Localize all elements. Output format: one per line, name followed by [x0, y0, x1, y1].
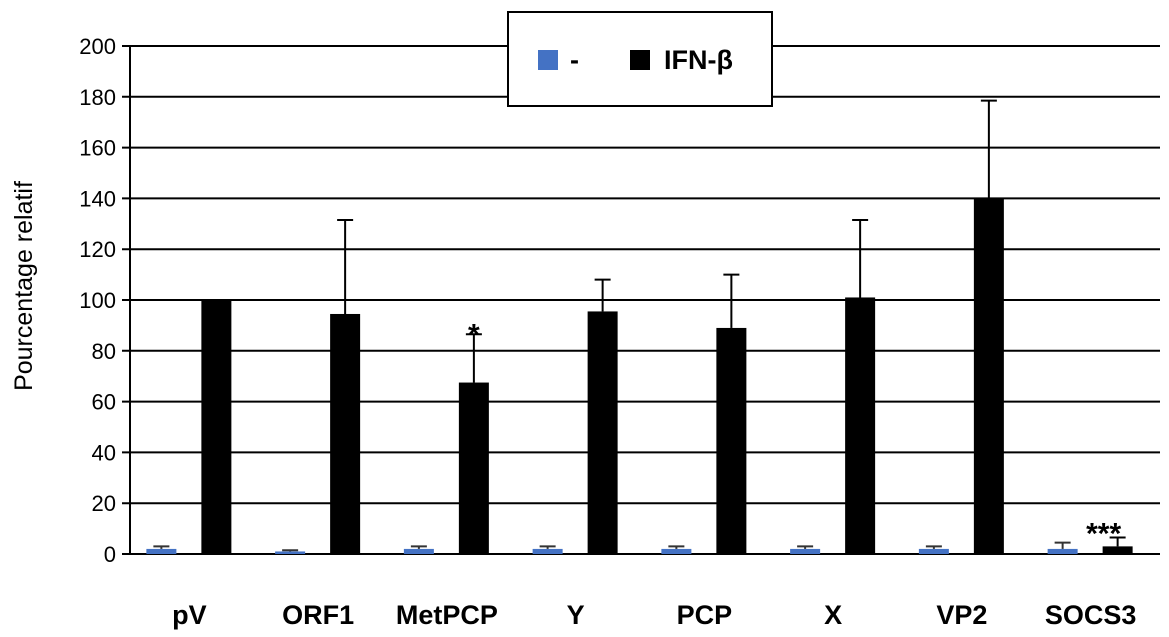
error-bars [153, 99, 1126, 552]
y-tick-label: 40 [92, 440, 116, 465]
y-tick-labels: 0 20 40 60 80 100 120 140 160 180 200 [79, 34, 116, 567]
bar-ifn-beta [201, 300, 232, 554]
bar-ifn-beta [973, 198, 1004, 554]
bar-ifn-beta [1102, 546, 1133, 554]
bar-control [661, 548, 692, 554]
legend-swatch [630, 50, 650, 70]
bar-ifn-beta [845, 297, 876, 554]
category-label: PCP [677, 600, 733, 630]
bar-control [275, 551, 306, 554]
y-tick-label: 120 [79, 237, 116, 262]
bar-ifn-beta [587, 311, 618, 554]
bar-control [146, 548, 177, 554]
y-tick-label: 0 [104, 542, 116, 567]
legend-label: - [570, 45, 579, 75]
significance-marker: * [468, 318, 480, 351]
category-label: X [824, 600, 842, 630]
legend: - IFN-β [507, 11, 773, 107]
bar-ifn-beta [716, 327, 747, 554]
category-label: ORF1 [282, 600, 354, 630]
y-tick-label: 180 [79, 85, 116, 110]
y-tick-label: 60 [92, 390, 116, 415]
y-tick-label: 140 [79, 186, 116, 211]
y-axis-label: Pourcentage relatif [10, 181, 38, 391]
gridlines [122, 45, 1160, 555]
significance-marker: *** [1086, 517, 1121, 550]
bar-control [1047, 548, 1078, 554]
category-label: Y [567, 600, 585, 630]
category-label: VP2 [936, 600, 987, 630]
y-tick-label: 200 [79, 34, 116, 59]
significance-annotations: **** [468, 318, 1121, 550]
legend-label: IFN-β [664, 45, 733, 75]
bars [146, 198, 1133, 554]
y-tick-label: 160 [79, 136, 116, 161]
bar-control [403, 548, 434, 554]
category-label: SOCS3 [1045, 600, 1137, 630]
category-label: MetPCP [396, 600, 498, 630]
bar-ifn-beta [330, 313, 361, 554]
y-tick-label: 80 [92, 339, 116, 364]
bar-control [790, 548, 821, 554]
y-tick-label: 20 [92, 491, 116, 516]
bar-control [532, 548, 563, 554]
bar-ifn-beta [458, 382, 489, 554]
y-tick-label: 100 [79, 288, 116, 313]
category-label: pV [172, 600, 207, 630]
category-labels: pV ORF1 MetPCP Y PCP X VP2 SOCS3 [172, 600, 1136, 630]
bar-control [918, 548, 949, 554]
legend-swatch [538, 50, 558, 70]
